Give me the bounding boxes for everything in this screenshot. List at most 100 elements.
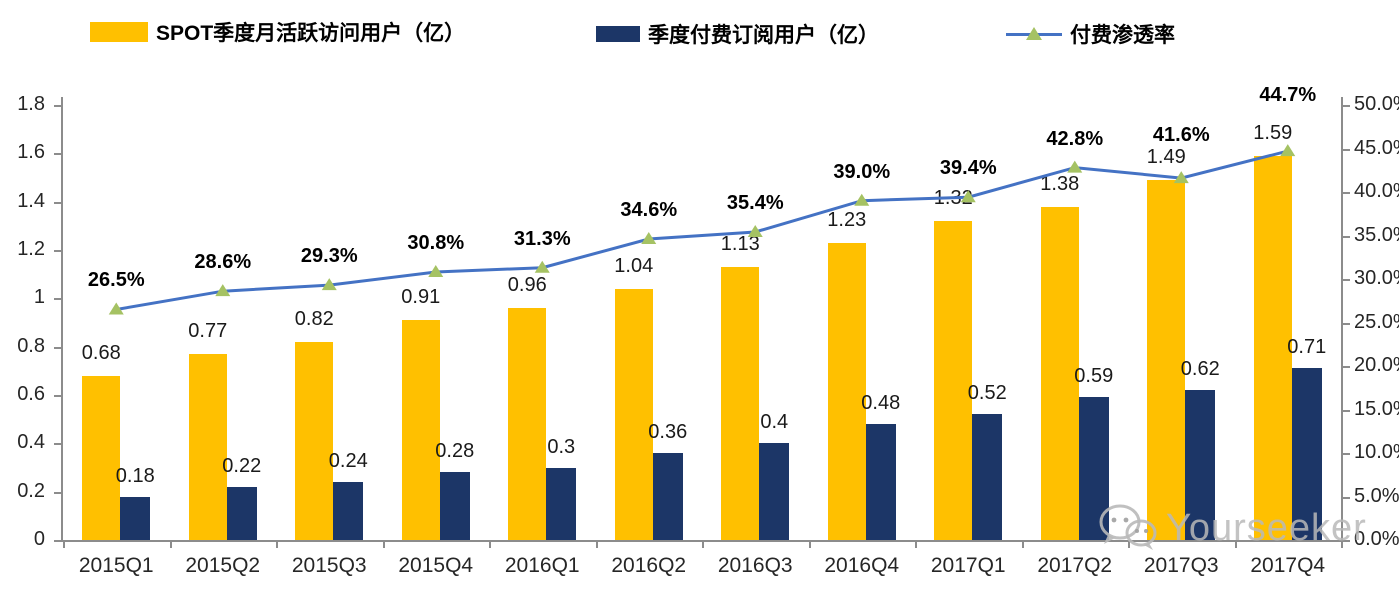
left-axis-tick-label: 1	[33, 286, 45, 309]
right-axis-tick-label: 20.0%	[1354, 354, 1399, 376]
bar-mau-2015Q2	[188, 353, 227, 540]
right-axis-tick-label: 40.0%	[1354, 180, 1399, 202]
x-axis-label-2015Q2: 2015Q2	[185, 554, 261, 577]
label-penetration-2017Q2: 42.8%	[1046, 127, 1104, 150]
left-axis-tick-label: 0.6	[17, 383, 45, 405]
label-mau-2016Q2: 1.04	[614, 254, 654, 277]
bar-mau-2016Q3	[721, 266, 760, 540]
left-axis-tick-label: 1.4	[17, 189, 45, 212]
right-axis-tick-label: 30.0%	[1354, 267, 1399, 289]
x-axis-tick	[1021, 540, 1024, 548]
left-axis-tick-label: 0.2	[17, 479, 45, 502]
x-axis-label-2016Q1: 2016Q1	[504, 554, 580, 577]
label-penetration-2016Q3: 35.4%	[726, 192, 784, 215]
label-mau-2015Q3: 0.82	[294, 307, 334, 330]
line-marker-swatch	[1006, 26, 1062, 42]
right-axis-tick	[1343, 235, 1350, 238]
right-axis-tick-label: 25.0%	[1354, 310, 1399, 333]
left-axis-tick	[54, 540, 61, 542]
label-penetration-2015Q3: 29.3%	[300, 245, 358, 268]
right-axis-tick	[1343, 453, 1350, 455]
yellow-bar-swatch	[90, 22, 148, 42]
label-subscribers-2015Q2: 0.22	[222, 454, 262, 477]
left-axis-tick	[54, 395, 61, 397]
right-axis-line	[1341, 97, 1343, 540]
label-subscribers-2016Q3: 0.4	[760, 411, 789, 434]
left-axis-tick-label: 0	[33, 528, 45, 550]
label-subscribers-2017Q3: 0.62	[1180, 358, 1220, 381]
x-axis-tick	[489, 540, 491, 548]
label-subscribers-2016Q2: 0.36	[648, 421, 688, 443]
left-axis-tick-label: 1.8	[17, 93, 45, 115]
x-axis-tick	[915, 540, 917, 548]
bar-mau-2015Q1	[82, 375, 121, 540]
left-axis-tick-label: 1.6	[17, 141, 45, 164]
right-axis-tick	[1343, 366, 1350, 368]
left-axis-tick	[54, 346, 61, 349]
label-penetration-2015Q2: 28.6%	[194, 251, 252, 274]
bar-mau-2015Q4	[401, 320, 440, 540]
bar-mau-2016Q1	[508, 308, 547, 540]
bar-subscribers-2017Q3	[1185, 390, 1216, 540]
watermark-text: Yourseeker	[1166, 506, 1367, 549]
x-axis-tick	[276, 540, 278, 548]
bar-subscribers-2017Q4	[1291, 368, 1322, 540]
x-axis-label-2017Q3: 2017Q3	[1143, 554, 1219, 577]
left-axis-tick	[54, 443, 61, 446]
left-axis-tick	[54, 298, 61, 301]
right-axis-tick-label: 10.0%	[1354, 441, 1399, 463]
label-subscribers-2015Q1: 0.18	[115, 464, 155, 487]
x-axis-label-2015Q1: 2015Q1	[78, 554, 154, 577]
bar-subscribers-2016Q2	[652, 453, 683, 540]
x-axis-tick	[595, 540, 598, 548]
left-axis-tick	[54, 153, 61, 156]
right-axis-tick	[1343, 279, 1350, 281]
x-axis-label-2015Q4: 2015Q4	[398, 554, 474, 577]
right-axis-tick	[1343, 496, 1350, 499]
x-axis-label-2017Q1: 2017Q1	[930, 554, 1006, 577]
x-axis-label-2015Q3: 2015Q3	[291, 554, 367, 577]
left-axis-tick	[54, 491, 61, 494]
label-mau-2016Q3: 1.13	[720, 232, 760, 255]
label-subscribers-2015Q3: 0.24	[328, 450, 368, 472]
bar-subscribers-2015Q1	[120, 496, 151, 540]
right-axis-tick	[1343, 192, 1350, 194]
right-axis-tick	[1343, 540, 1350, 542]
watermark: Yourseeker	[1096, 500, 1367, 556]
bar-subscribers-2015Q4	[439, 472, 470, 540]
label-subscribers-2016Q1: 0.3	[547, 435, 576, 458]
legend-item-penetration: 付费渗透率	[1006, 20, 1175, 48]
label-penetration-2017Q4: 44.7%	[1259, 84, 1317, 107]
label-mau-2015Q2: 0.77	[188, 319, 228, 342]
left-axis-tick-label: 0.4	[17, 431, 45, 454]
bar-mau-2016Q2	[614, 288, 653, 540]
label-mau-2017Q1: 1.32	[933, 187, 973, 209]
bar-subscribers-2015Q3	[333, 482, 364, 540]
legend-label-penetration: 付费渗透率	[1070, 24, 1175, 47]
left-axis-line	[61, 97, 63, 540]
bar-mau-2015Q3	[295, 341, 334, 540]
right-axis-tick-label: 35.0%	[1354, 223, 1399, 246]
label-subscribers-2017Q2: 0.59	[1074, 365, 1114, 388]
right-axis-tick	[1343, 148, 1350, 151]
legend-item-mau: SPOT季度月活跃访问用户（亿）	[90, 18, 465, 46]
left-axis-tick	[54, 105, 61, 107]
bar-mau-2017Q1	[934, 221, 973, 540]
bar-subscribers-2015Q2	[226, 486, 257, 540]
legend-label-mau: SPOT季度月活跃访问用户（亿）	[156, 22, 466, 45]
x-axis-tick	[1341, 540, 1343, 548]
label-mau-2017Q4: 1.59	[1253, 121, 1293, 144]
right-axis-tick-label: 0.0%	[1354, 528, 1399, 550]
right-axis-tick-label: 50.0%	[1354, 93, 1399, 115]
label-penetration-2017Q3: 41.6%	[1152, 124, 1210, 147]
right-axis-tick	[1343, 322, 1350, 325]
left-axis-tick-label: 0.8	[17, 334, 45, 357]
left-axis-tick	[54, 250, 61, 252]
x-axis-label-2017Q2: 2017Q2	[1037, 554, 1113, 577]
wechat-icon	[1099, 504, 1157, 550]
label-mau-2015Q4: 0.91	[401, 286, 441, 309]
x-axis-tick	[702, 540, 704, 548]
label-penetration-2015Q4: 30.8%	[407, 232, 465, 255]
x-axis-label-2017Q4: 2017Q4	[1250, 554, 1326, 577]
